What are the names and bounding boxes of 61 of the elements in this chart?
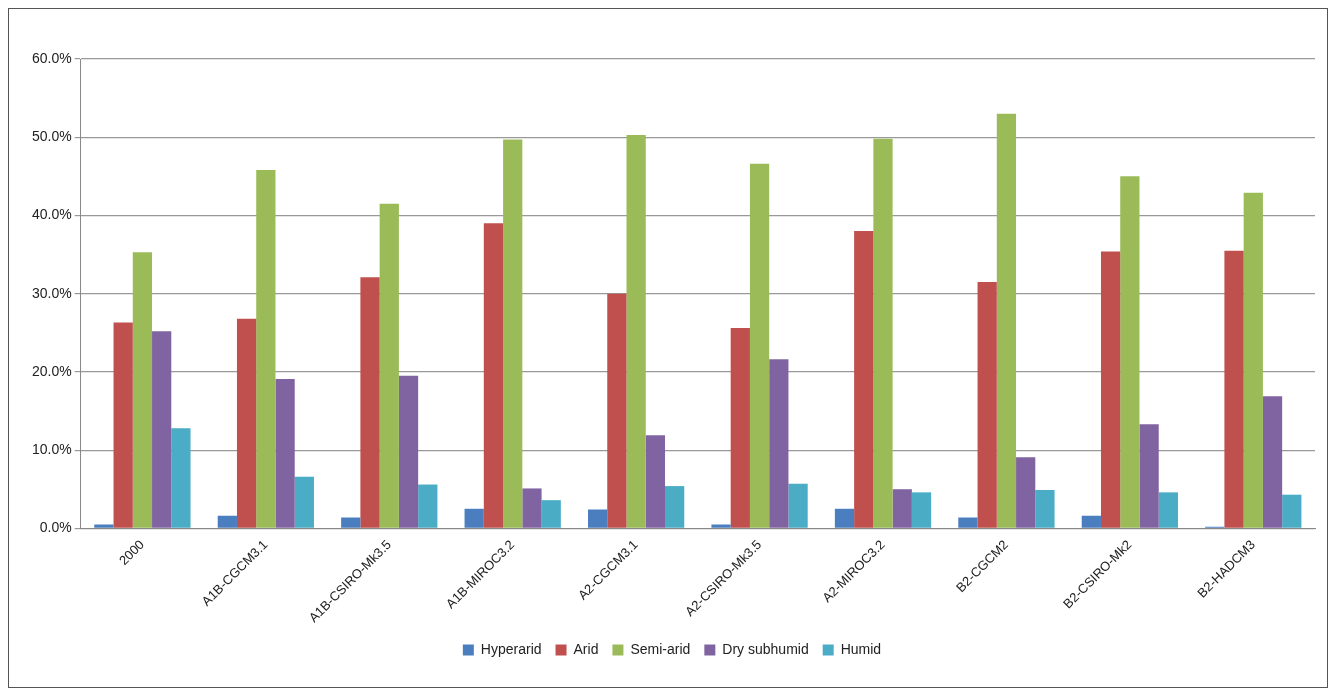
bar	[892, 489, 912, 528]
bar	[977, 281, 997, 528]
y-tick-label: 20.0%	[31, 362, 72, 379]
bar	[341, 517, 361, 528]
legend-label: Dry subhumid	[722, 640, 809, 657]
y-tick-label: 10.0%	[31, 440, 72, 457]
bar	[1282, 494, 1302, 528]
bar	[294, 476, 314, 528]
bar	[1016, 457, 1036, 528]
bar	[665, 486, 685, 528]
legend-label: Humid	[840, 640, 882, 657]
bar	[854, 231, 874, 528]
bar	[94, 524, 114, 528]
bar	[1100, 251, 1121, 528]
bar	[996, 113, 1017, 528]
bar	[217, 515, 237, 528]
bar	[788, 483, 808, 528]
bar	[711, 524, 731, 528]
bar	[464, 508, 484, 528]
bar	[171, 428, 191, 528]
bar	[236, 318, 257, 528]
bar	[911, 492, 932, 528]
bar	[1243, 192, 1263, 528]
y-tick-label: 60.0%	[31, 49, 72, 66]
bar	[483, 223, 504, 528]
bar	[769, 359, 789, 528]
bar	[1262, 396, 1283, 528]
bar	[132, 252, 153, 528]
bar	[834, 508, 855, 528]
bar	[1120, 176, 1140, 528]
y-tick-label: 40.0%	[31, 206, 72, 223]
y-tick-label: 50.0%	[31, 128, 72, 145]
bar	[379, 203, 399, 528]
bar	[749, 163, 770, 528]
bar	[1035, 490, 1055, 528]
bar	[541, 500, 561, 528]
y-tick-label: 30.0%	[31, 284, 72, 301]
bar	[645, 435, 666, 528]
bar	[588, 509, 608, 528]
bar	[1158, 492, 1178, 528]
bar	[958, 517, 978, 528]
bar	[607, 293, 627, 528]
bar	[1081, 515, 1101, 528]
y-tick-label: 0.0%	[39, 519, 72, 536]
bar	[522, 488, 542, 528]
bar	[152, 331, 172, 528]
bar	[360, 277, 380, 528]
bar	[113, 322, 133, 528]
bar	[275, 378, 295, 528]
bar	[418, 484, 438, 528]
bar	[1224, 250, 1244, 528]
bar	[503, 139, 523, 528]
bar	[873, 138, 893, 528]
bar	[730, 328, 750, 528]
bar	[1139, 424, 1159, 528]
legend-label: Arid	[573, 640, 599, 657]
legend-label: Semi-arid	[630, 640, 691, 657]
bar	[398, 375, 419, 528]
legend-label: Hyperarid	[480, 640, 542, 657]
bar	[626, 134, 646, 528]
bar	[256, 170, 276, 528]
